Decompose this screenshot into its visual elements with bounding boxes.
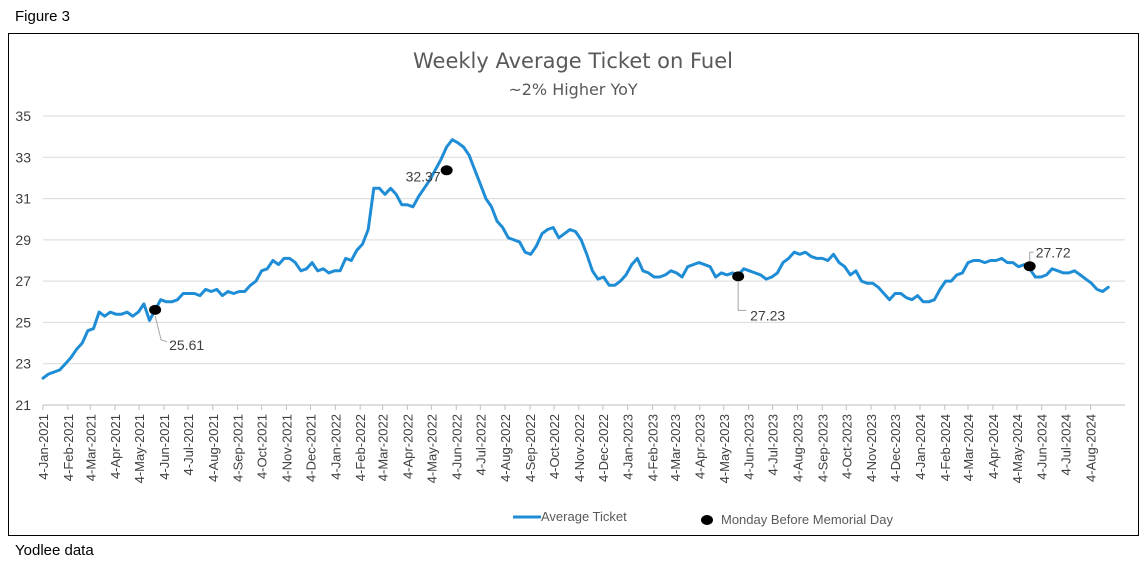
x-tick-label: 4-Nov-2022	[572, 414, 587, 482]
x-tick-label: 4-Jan-2024	[913, 414, 928, 480]
chart-title: Weekly Average Ticket on Fuel	[413, 49, 733, 73]
x-tick-label: 4-Mar-2024	[961, 414, 976, 481]
memorial-day-marker	[149, 304, 162, 315]
x-tick-label: 4-Jan-2023	[621, 414, 636, 480]
chart-subtitle: ~2% Higher YoY	[508, 80, 638, 99]
x-tick-label: 4-Apr-2021	[108, 414, 123, 479]
x-tick-label: 4-Feb-2021	[61, 414, 76, 481]
memorial-day-value-label: 32.37	[406, 168, 441, 184]
y-tick-label: 31	[15, 191, 31, 207]
x-tick-label: 4-Apr-2023	[693, 414, 708, 479]
x-tick-label: 4-Jul-2023	[766, 414, 781, 475]
x-tick-label: 4-Apr-2022	[400, 414, 415, 479]
x-tick-label: 4-Aug-2024	[1084, 414, 1099, 482]
x-tick-label: 4-May-2021	[132, 414, 147, 483]
x-tick-label: 4-Jan-2021	[36, 414, 51, 480]
x-tick-label: 4-Mar-2022	[376, 414, 391, 481]
x-tick-label: 4-Jun-2021	[157, 414, 172, 480]
x-tick-label: 4-Dec-2023	[888, 414, 903, 482]
x-tick-label: 4-Jul-2022	[473, 414, 488, 475]
y-tick-label: 25	[15, 314, 31, 330]
marker-leader-line	[737, 282, 747, 311]
x-tick-label: 4-Jun-2022	[449, 414, 464, 480]
y-tick-label: 33	[15, 149, 31, 165]
x-tick-label: 4-Jan-2022	[328, 414, 343, 480]
y-tick-label: 27	[15, 273, 31, 289]
x-tick-label: 4-Nov-2021	[279, 414, 294, 482]
memorial-day-marker	[1023, 261, 1036, 272]
legend-label-memorial-day: Monday Before Memorial Day	[721, 512, 893, 527]
legend-marker-memorial-day	[701, 515, 713, 525]
y-tick-label: 29	[15, 232, 31, 248]
x-tick-label: 4-Sep-2022	[523, 414, 538, 482]
x-tick-label: 4-Oct-2022	[547, 414, 562, 479]
legend-label-average-ticket: Average Ticket	[541, 509, 627, 524]
x-axis-ticks: 4-Jan-2021 4-Feb-2021 4-Mar-2021 4-Apr-2021…	[36, 405, 1099, 483]
x-tick-label: 4-Mar-2023	[668, 414, 683, 481]
x-tick-label: 4-Dec-2022	[596, 414, 611, 482]
memorial-day-marker	[732, 271, 745, 282]
x-tick-label: 4-Nov-2023	[864, 414, 879, 482]
source-note: Yodlee data	[15, 542, 94, 559]
memorial-day-value-label: 27.23	[750, 307, 785, 323]
x-tick-label: 4-May-2024	[1010, 414, 1025, 483]
x-tick-label: 4-Sep-2023	[815, 414, 830, 482]
x-tick-label: 4-Aug-2023	[790, 414, 805, 482]
memorial-day-markers: 25.61 32.37 27.23 27.72	[149, 165, 1071, 353]
x-tick-label: 4-Jul-2021	[181, 414, 196, 475]
x-tick-label: 4-Feb-2024	[938, 414, 953, 481]
x-tick-label: 4-Aug-2021	[206, 414, 221, 482]
legend: Average Ticket Monday Before Memorial Da…	[513, 509, 893, 527]
y-axis-ticks: 21 23 25 27 29 31 33 35	[15, 108, 31, 413]
series-lines	[41, 138, 1110, 380]
x-tick-label: 4-May-2022	[424, 414, 439, 483]
marker-leader-line	[154, 315, 168, 343]
figure-label: Figure 3	[15, 8, 71, 25]
x-tick-label: 4-Feb-2023	[645, 414, 660, 481]
x-tick-label: 4-Jun-2023	[742, 414, 757, 480]
y-tick-label: 21	[15, 397, 31, 413]
y-tick-label: 35	[15, 108, 31, 124]
x-tick-label: 4-Oct-2021	[255, 414, 270, 479]
marker-leader-line	[1029, 251, 1034, 262]
x-tick-label: 4-Sep-2021	[231, 414, 246, 482]
chart-frame	[8, 33, 1139, 536]
y-tick-label: 23	[15, 356, 31, 372]
x-tick-label: 4-Apr-2024	[986, 414, 1001, 479]
memorial-day-value-label: 25.61	[169, 337, 204, 353]
x-tick-label: 4-Aug-2022	[498, 414, 513, 482]
x-tick-label: 4-Dec-2021	[303, 414, 318, 482]
gridlines	[43, 115, 1125, 406]
x-tick-label: 4-May-2023	[717, 414, 732, 483]
x-tick-label: 4-Mar-2021	[83, 414, 98, 481]
memorial-day-value-label: 27.72	[1036, 244, 1071, 260]
average-ticket-line	[41, 138, 1110, 380]
x-tick-label: 4-Feb-2022	[353, 414, 368, 481]
memorial-day-marker	[440, 165, 453, 176]
x-tick-label: 4-Oct-2023	[839, 414, 854, 479]
x-tick-label: 4-Jun-2024	[1035, 414, 1050, 480]
x-tick-label: 4-Jul-2024	[1059, 414, 1074, 475]
